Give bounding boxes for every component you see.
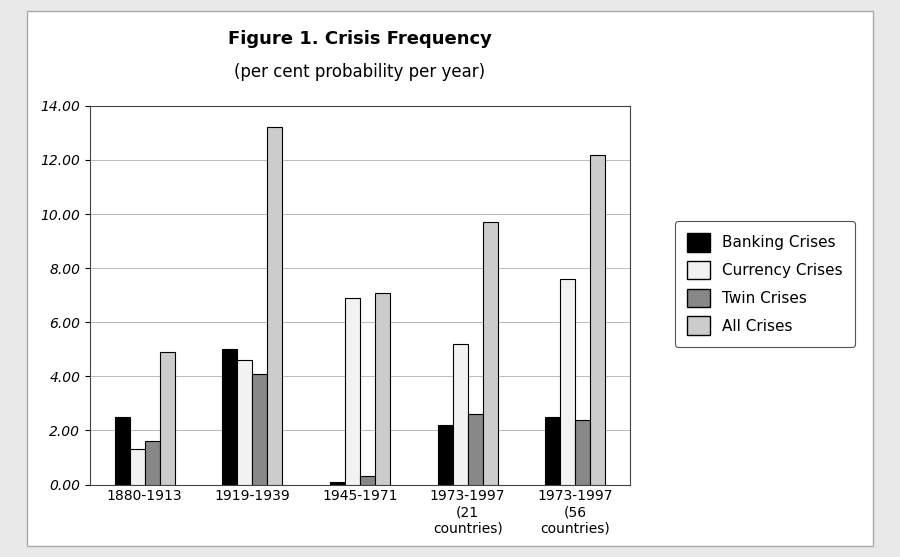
Bar <box>468 414 482 485</box>
Bar <box>114 417 130 485</box>
Text: (per cent probability per year): (per cent probability per year) <box>234 63 486 81</box>
Text: Figure 1. Crisis Frequency: Figure 1. Crisis Frequency <box>228 30 492 48</box>
Bar <box>145 441 160 485</box>
Bar <box>560 279 575 485</box>
Legend: Banking Crises, Currency Crises, Twin Crises, All Crises: Banking Crises, Currency Crises, Twin Cr… <box>675 221 855 348</box>
Bar <box>437 425 453 485</box>
Bar <box>345 298 360 485</box>
Bar <box>130 449 145 485</box>
Bar <box>160 352 175 485</box>
Bar <box>590 154 606 485</box>
Bar <box>222 349 238 485</box>
Bar <box>238 360 252 485</box>
Bar <box>267 128 283 485</box>
Bar <box>330 482 345 485</box>
Bar <box>375 292 390 485</box>
Bar <box>575 419 590 485</box>
Bar <box>252 374 267 485</box>
Bar <box>360 476 375 485</box>
Bar <box>453 344 468 485</box>
Bar <box>482 222 498 485</box>
Bar <box>545 417 560 485</box>
